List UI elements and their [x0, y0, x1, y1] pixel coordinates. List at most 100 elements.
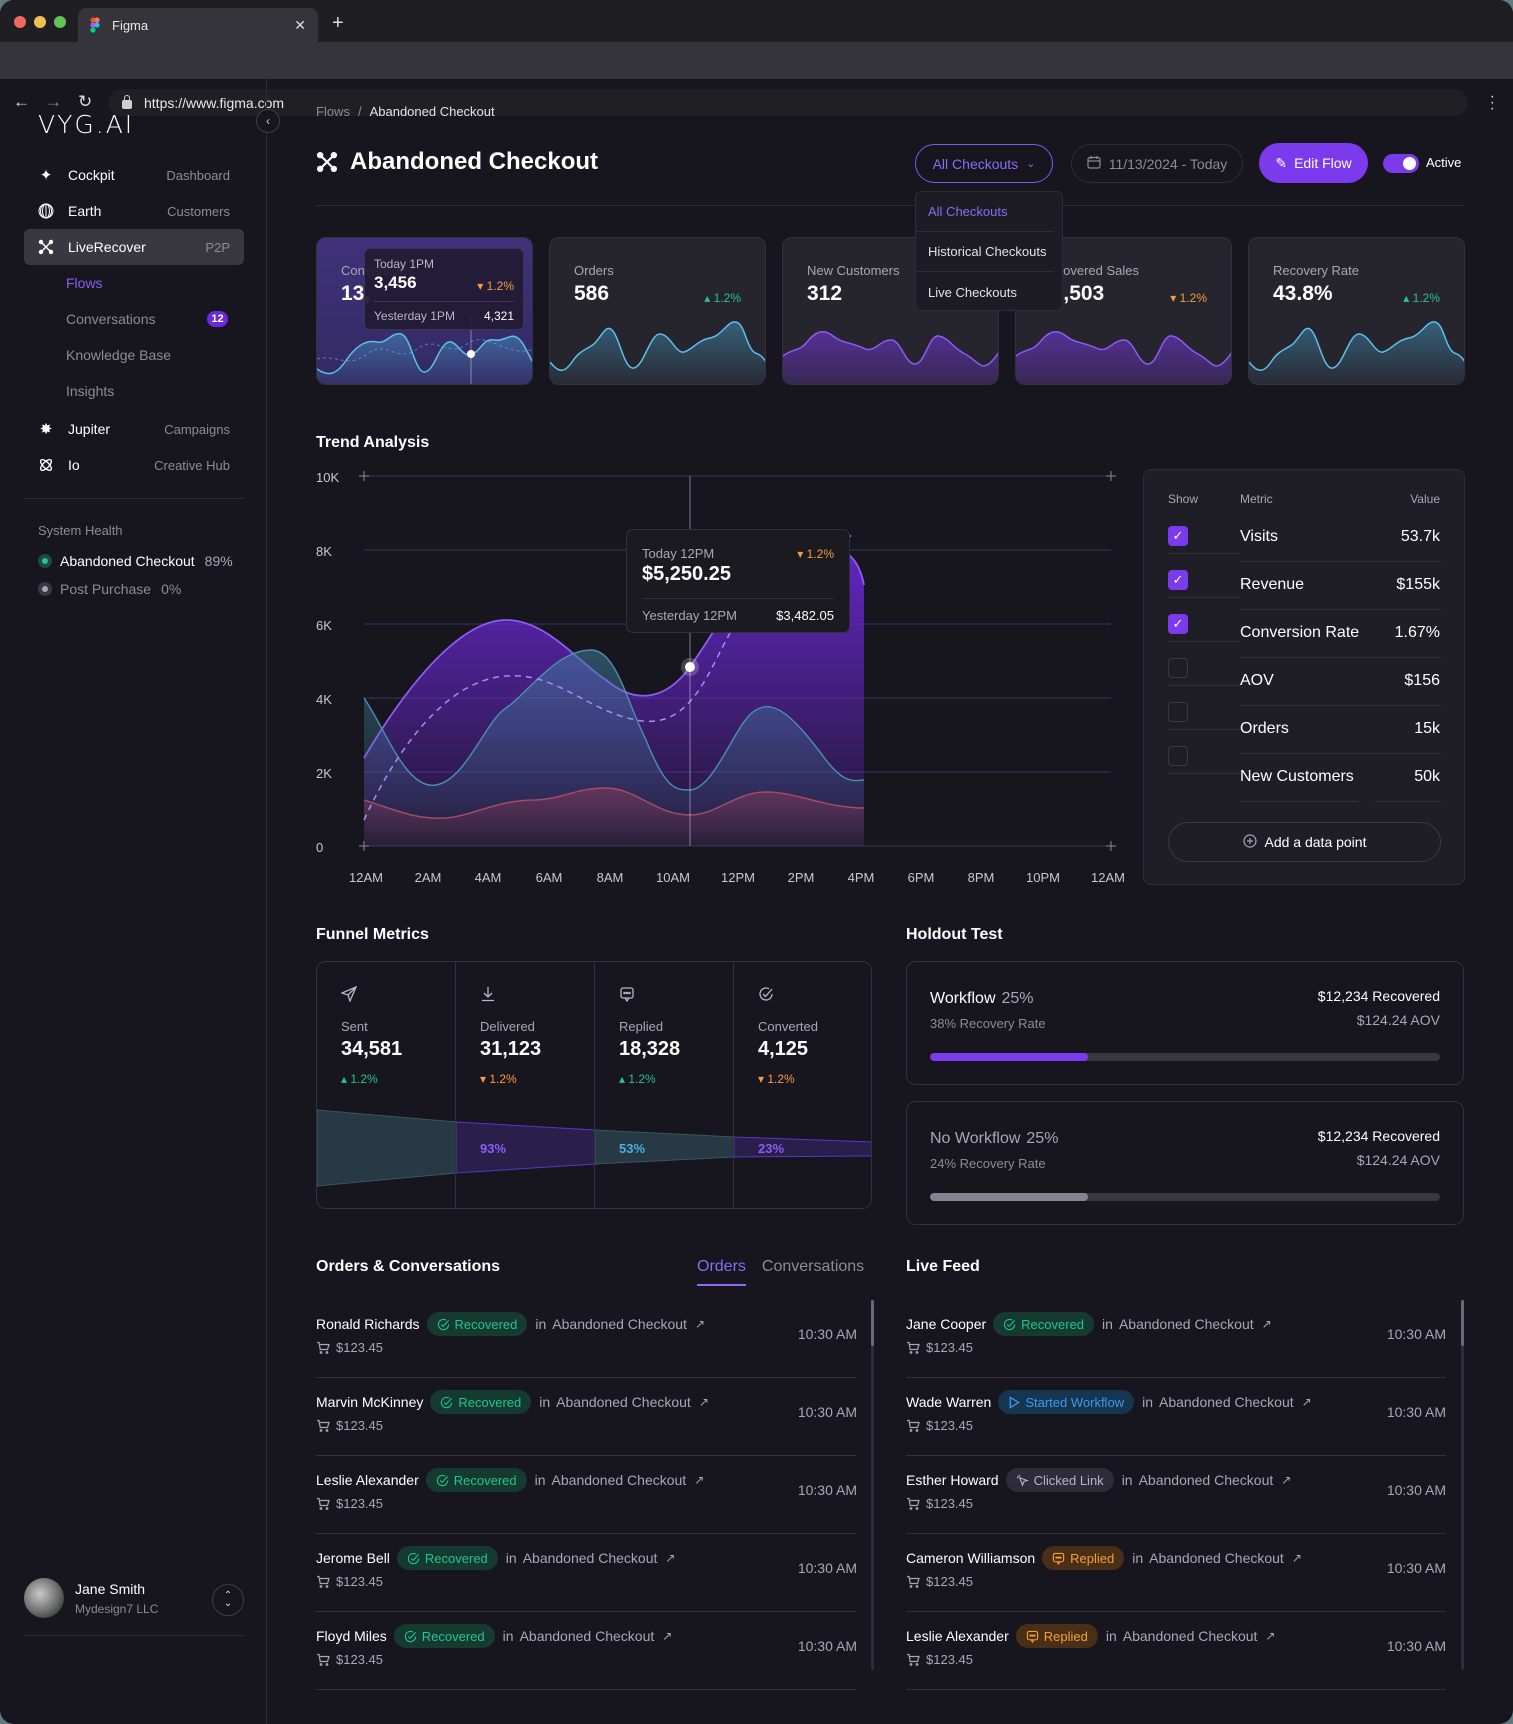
close-window-button[interactable] [14, 16, 26, 28]
health-item-abandoned-checkout[interactable]: Abandoned Checkout 89% [38, 553, 233, 569]
external-link-icon[interactable]: ↗ [694, 1473, 705, 1487]
kpi-card-recovery-rate[interactable]: Recovery Rate 43.8% ▴ 1.2% [1248, 237, 1465, 385]
external-link-icon[interactable]: ↗ [698, 1395, 709, 1409]
holdout-group-no-workflow[interactable]: No Workflow 25% 24% Recovery Rate $12,234… [906, 1101, 1464, 1225]
sidebar-item-cockpit[interactable]: ✦ Cockpit Dashboard [24, 157, 244, 193]
sidebar-subitem-knowledge-base[interactable]: Knowledge Base [66, 347, 172, 363]
maximize-window-button[interactable] [54, 16, 66, 28]
active-toggle[interactable] [1383, 154, 1419, 173]
tooltip-change: ▾ 1.2% [797, 547, 834, 561]
chevron-down-icon: ⌄ [1026, 158, 1036, 170]
external-link-icon[interactable]: ↗ [662, 1629, 673, 1643]
flow-link[interactable]: Abandoned Checkout [551, 1472, 687, 1488]
dropdown-option-historical-checkouts[interactable]: Historical Checkouts [916, 232, 1054, 272]
sidebar-item-io[interactable]: Io Creative Hub [24, 447, 244, 483]
list-item[interactable]: Wade Warren Started Workflow in Abandoned C… [906, 1378, 1446, 1456]
customer-name[interactable]: Esther Howard [906, 1472, 999, 1488]
flow-link[interactable]: Abandoned Checkout [1118, 1316, 1254, 1332]
external-link-icon[interactable]: ↗ [1265, 1629, 1276, 1643]
check-circle-icon [436, 1474, 449, 1487]
timestamp: 10:30 AM [1386, 1404, 1446, 1420]
address-bar[interactable]: https://www.figma.com [108, 89, 1468, 116]
list-item[interactable]: Marvin McKinney Recovered in Abandoned Chec… [316, 1378, 857, 1456]
sidebar-item-liverecover[interactable]: LiveRecover P2P [24, 229, 244, 265]
external-link-icon[interactable]: ↗ [1281, 1473, 1292, 1487]
customer-name[interactable]: Cameron Williamson [906, 1550, 1036, 1566]
close-tab-icon[interactable]: ✕ [294, 16, 306, 33]
external-link-icon[interactable]: ↗ [1291, 1551, 1302, 1565]
sidebar-item-jupiter[interactable]: ✸ Jupiter Campaigns [24, 411, 244, 447]
customer-name[interactable]: Leslie Alexander [906, 1628, 1009, 1644]
metric-checkbox-revenue[interactable]: ✓ [1168, 570, 1188, 590]
forward-icon[interactable]: → [45, 92, 62, 111]
new-tab-icon[interactable]: + [332, 12, 344, 34]
back-icon[interactable]: ← [13, 92, 30, 111]
collapse-sidebar-button[interactable]: ‹ [256, 109, 280, 133]
url-text: https://www.figma.com [144, 94, 285, 111]
flow-link[interactable]: Abandoned Checkout [519, 1628, 655, 1644]
list-item[interactable]: Jane Cooper Recovered in Abandoned Checkout… [906, 1300, 1446, 1378]
edit-flow-button[interactable]: ✎ Edit Flow [1259, 143, 1368, 183]
external-link-icon[interactable]: ↗ [1301, 1395, 1312, 1409]
customer-name[interactable]: Jerome Bell [316, 1550, 390, 1566]
external-link-icon[interactable]: ↗ [665, 1551, 676, 1565]
triangle-up-icon: ▴ [704, 291, 714, 305]
holdout-group-workflow[interactable]: Workflow 25% 38% Recovery Rate $12,234 Re… [906, 961, 1464, 1085]
funnel-stage-change: ▴ 1.2% [341, 1072, 378, 1086]
user-profile[interactable]: Jane Smith Mydesign7 LLC [24, 1578, 158, 1618]
flow-link[interactable]: Abandoned Checkout [1158, 1394, 1294, 1410]
kpi-label: Recovered Sales [1040, 263, 1139, 278]
date-range-picker[interactable]: 11/13/2024 - Today [1071, 144, 1243, 183]
tab-conversations[interactable]: Conversations [761, 1258, 865, 1275]
live-feed-scrollbar[interactable] [1461, 1300, 1464, 1670]
health-item-post-purchase[interactable]: Post Purchase 0% [38, 581, 181, 597]
list-item[interactable]: Floyd Miles Recovered in Abandoned Checkout… [316, 1612, 857, 1690]
dropdown-option-live-checkouts[interactable]: Live Checkouts [928, 284, 1017, 300]
reload-icon[interactable]: ↻ [78, 92, 93, 111]
add-data-point-button[interactable]: Add a data point [1168, 822, 1441, 862]
orders-scrollbar[interactable] [871, 1300, 874, 1670]
edit-flow-label: Edit Flow [1294, 155, 1352, 171]
list-item[interactable]: Leslie Alexander Replied in Abandoned Check… [906, 1612, 1446, 1690]
external-link-icon[interactable]: ↗ [694, 1317, 706, 1331]
sidebar-subitem-flows[interactable]: Flows [66, 275, 103, 291]
customer-name[interactable]: Jane Cooper [906, 1316, 987, 1332]
browser-tab[interactable]: Figma ✕ [78, 8, 318, 42]
list-item[interactable]: Cameron Williamson Replied in Abandoned Che… [906, 1534, 1446, 1612]
metric-checkbox-visits[interactable]: ✓ [1168, 526, 1188, 546]
customer-name[interactable]: Floyd Miles [316, 1628, 387, 1644]
external-link-icon[interactable]: ↗ [1261, 1317, 1272, 1331]
sidebar-subitem-conversations[interactable]: Conversations [66, 311, 156, 327]
y-tick: 10K [316, 470, 340, 485]
flow-link[interactable]: Abandoned Checkout [1122, 1628, 1258, 1644]
flow-link[interactable]: Abandoned Checkout [1149, 1550, 1284, 1566]
metric-checkbox-new-customers[interactable] [1168, 746, 1188, 766]
list-item[interactable]: Esther Howard Clicked Link in Abandoned Che… [906, 1456, 1446, 1534]
active-toggle-label: Active [1426, 155, 1462, 170]
customer-name[interactable]: Ronald Richards [316, 1316, 420, 1332]
checkout-filter-dropdown[interactable]: All Checkouts ⌄ [915, 144, 1053, 183]
kpi-card-orders[interactable]: Orders 586 ▴ 1.2% [549, 237, 766, 385]
flow-link[interactable]: Abandoned Checkout [556, 1394, 691, 1410]
list-item[interactable]: Ronald Richards Recovered in Abandoned Chec… [316, 1300, 857, 1378]
customer-name[interactable]: Leslie Alexander [316, 1472, 419, 1488]
flow-link[interactable]: Abandoned Checkout [552, 1316, 687, 1332]
flow-link[interactable]: Abandoned Checkout [522, 1550, 658, 1566]
dropdown-option-all-checkouts[interactable]: All Checkouts [916, 192, 1054, 232]
list-item[interactable]: Leslie Alexander Recovered in Abandoned Che… [316, 1456, 857, 1534]
browser-menu-icon[interactable]: · · · [1489, 88, 1495, 117]
sidebar-subitem-insights[interactable]: Insights [66, 383, 115, 399]
flow-link[interactable]: Abandoned Checkout [1138, 1472, 1274, 1488]
metric-checkbox-aov[interactable] [1168, 658, 1188, 678]
metric-checkbox-orders[interactable] [1168, 702, 1188, 722]
chevron-left-icon: ‹ [266, 114, 270, 128]
breadcrumb-flows[interactable]: Flows [316, 104, 350, 119]
customer-name[interactable]: Wade Warren [906, 1394, 992, 1410]
customer-name[interactable]: Marvin McKinney [316, 1394, 424, 1410]
minimize-window-button[interactable] [34, 16, 46, 28]
list-item[interactable]: Jerome Bell Recovered in Abandoned Checkout… [316, 1534, 857, 1612]
account-switcher-button[interactable]: ⌃ ⌄ [212, 1584, 244, 1616]
metric-checkbox-conversion-rate[interactable]: ✓ [1168, 614, 1188, 634]
tab-orders[interactable]: Orders [697, 1258, 746, 1286]
sidebar-item-earth[interactable]: Earth Customers [24, 193, 244, 229]
